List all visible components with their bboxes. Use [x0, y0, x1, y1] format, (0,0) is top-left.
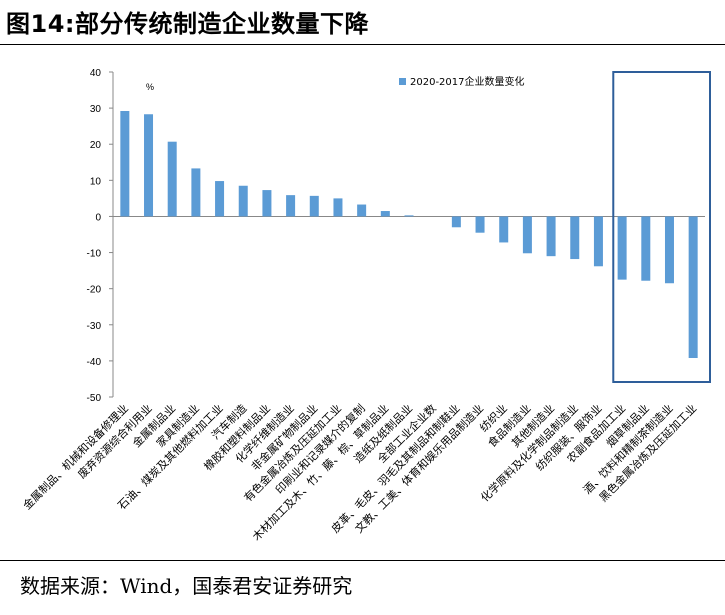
source-note: 数据来源：Wind，国泰君安证券研究: [20, 574, 353, 598]
bar: [688, 216, 698, 358]
bar: [215, 181, 225, 217]
title-rule: [0, 44, 725, 45]
y-tick-label: 30: [90, 104, 102, 115]
bar: [475, 216, 485, 233]
bar: [404, 215, 414, 217]
bar: [451, 216, 461, 228]
y-tick-label: 40: [90, 68, 102, 79]
y-tick-label: -30: [87, 321, 102, 332]
y-tick-label: -20: [87, 285, 102, 296]
bar: [641, 216, 651, 281]
y-tick-label: 10: [90, 176, 102, 187]
legend-label: 2020-2017企业数量变化: [410, 75, 525, 88]
bar: [499, 216, 509, 243]
bar: [664, 216, 674, 284]
bar: [167, 141, 177, 217]
bar: [593, 216, 603, 267]
bar: [286, 195, 296, 217]
bar: [522, 216, 532, 254]
y-tick-label: -40: [87, 357, 102, 368]
highlight-box: [612, 71, 712, 383]
bar: [238, 185, 248, 217]
y-tick-label: -50: [87, 393, 102, 404]
bar: [262, 190, 272, 217]
unit-label: %: [146, 82, 154, 92]
source-rule: [0, 560, 725, 561]
bar: [546, 216, 556, 257]
bar: [570, 216, 580, 260]
legend-swatch: [399, 78, 406, 85]
bar: [120, 111, 130, 217]
bar: [144, 114, 154, 217]
bar: [309, 195, 319, 217]
y-tick-label: 0: [95, 212, 101, 223]
bar: [333, 198, 343, 217]
figure-title: 图14:部分传统制造企业数量下降: [6, 10, 369, 38]
bar: [380, 211, 390, 217]
bar: [357, 204, 367, 217]
bar-chart: 40 30 20 10 0 -10 -20 -30 -40 -50% 2020-2017企业数量变化…: [20, 68, 712, 543]
y-tick-label: -10: [87, 249, 102, 260]
y-tick-label: 20: [90, 140, 102, 151]
bar: [191, 168, 201, 217]
bar: [617, 216, 627, 280]
x-tick-label: 金属制品、机械和设备修理业: [20, 401, 131, 512]
